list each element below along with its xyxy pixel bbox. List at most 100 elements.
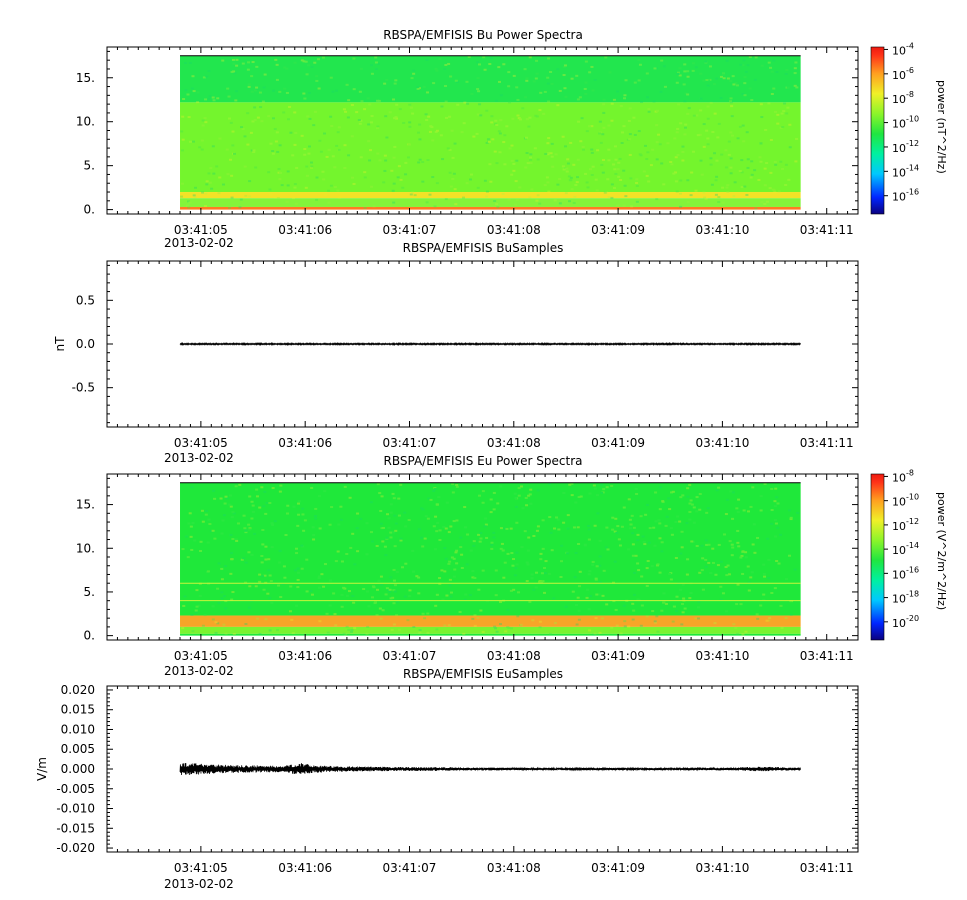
spectral-texel: [216, 587, 220, 590]
spectral-texel: [422, 85, 426, 88]
spectral-texel: [698, 97, 702, 100]
spectral-texel: [389, 531, 393, 534]
spectral-texel: [753, 78, 757, 81]
spectral-texel: [506, 552, 510, 555]
spectral-texel: [566, 552, 570, 555]
spectral-texel: [584, 172, 588, 175]
spectral-texel: [211, 529, 215, 532]
spectral-texel: [448, 148, 452, 151]
x-tick-label: 03:41:05: [174, 436, 228, 450]
spectral-texel: [604, 191, 608, 194]
spectral-texel: [228, 117, 232, 120]
spectral-texel: [286, 170, 290, 173]
spectral-texel: [379, 522, 383, 525]
spectral-texel: [394, 529, 398, 532]
spectral-texel: [226, 87, 230, 90]
spectral-texel: [289, 610, 293, 613]
spectral-texel: [542, 591, 546, 594]
spectral-texel: [330, 125, 334, 128]
spectral-texel: [736, 511, 740, 514]
spectral-texel: [631, 532, 635, 535]
spectral-texel: [389, 576, 393, 579]
spectral-texel: [772, 59, 776, 62]
spectral-texel: [435, 503, 439, 506]
spectral-texel: [535, 529, 539, 532]
spectral-texel: [614, 158, 618, 161]
spectral-texel: [478, 494, 482, 497]
spectral-texel: [214, 631, 218, 634]
spectral-texel: [499, 601, 503, 604]
spectral-texel: [297, 500, 301, 503]
spectral-texel: [688, 518, 692, 521]
spectral-texel: [248, 195, 252, 198]
spectral-texel: [602, 111, 606, 114]
spectral-texel: [287, 118, 291, 121]
spectral-texel: [564, 192, 568, 195]
x-tick-label: 03:41:06: [278, 649, 332, 663]
spectral-texel: [317, 495, 321, 498]
spectral-texel: [675, 609, 679, 612]
spectral-texel: [204, 513, 208, 516]
spectral-texel: [465, 80, 469, 83]
spectral-texel: [712, 83, 716, 86]
spectral-texel: [337, 523, 341, 526]
spectral-texel: [676, 154, 680, 157]
spectral-texel: [443, 624, 447, 627]
spectral-texel: [547, 137, 551, 140]
spectral-texel: [585, 181, 589, 184]
spectral-texel: [435, 129, 439, 132]
spectral-texel: [333, 166, 337, 169]
spectral-texel: [495, 124, 499, 127]
spectral-texel: [767, 558, 771, 561]
spectral-texel: [211, 145, 215, 148]
spectral-texel: [203, 205, 207, 208]
spectral-texel: [330, 506, 334, 509]
spectral-texel: [730, 105, 734, 108]
spectral-texel: [208, 523, 212, 526]
spectral-texel: [775, 71, 779, 74]
spectral-texel: [300, 567, 304, 570]
spectral-texel: [785, 578, 789, 581]
spectral-texel: [770, 487, 774, 490]
spectral-texel: [747, 510, 751, 513]
spectral-texel: [426, 517, 430, 520]
spectral-texel: [719, 598, 723, 601]
spectral-texel: [443, 85, 447, 88]
spectral-texel: [662, 183, 666, 186]
spectral-texel: [324, 193, 328, 196]
spectral-texel: [750, 160, 754, 163]
spectral-texel: [376, 588, 380, 591]
spectral-texel: [455, 549, 459, 552]
y-tick-label: 0.0: [76, 337, 95, 351]
spectral-texel: [315, 75, 319, 78]
spectral-texel: [392, 182, 396, 185]
spectral-texel: [658, 571, 662, 574]
y-tick-label: 15.: [76, 498, 95, 512]
spectral-texel: [215, 165, 219, 168]
spectral-texel: [351, 532, 355, 535]
spectral-texel: [389, 511, 393, 514]
spectral-texel: [510, 173, 514, 176]
spectral-texel: [338, 196, 342, 199]
spectral-texel: [725, 186, 729, 189]
x-axis: 03:41:05 03:41:06 03:41:07 03:41:08 03:41:09…: [106, 686, 859, 875]
spectral-texel: [188, 201, 192, 204]
x-tick-label: 03:41:07: [383, 223, 437, 237]
spectral-texel: [454, 203, 458, 206]
spectral-texel: [296, 502, 300, 505]
spectral-texel: [307, 145, 311, 148]
spectral-texel: [451, 156, 455, 159]
spectral-texel: [776, 502, 780, 505]
spectral-texel: [620, 141, 624, 144]
spectral-texel: [525, 79, 529, 82]
spectral-texel: [274, 140, 278, 143]
spectral-texel: [722, 72, 726, 75]
spectral-texel: [512, 169, 516, 172]
spectral-texel: [380, 527, 384, 530]
spectral-texel: [555, 516, 559, 519]
spectral-texel: [686, 75, 690, 78]
spectral-texel: [665, 515, 669, 518]
spectral-texel: [702, 145, 706, 148]
